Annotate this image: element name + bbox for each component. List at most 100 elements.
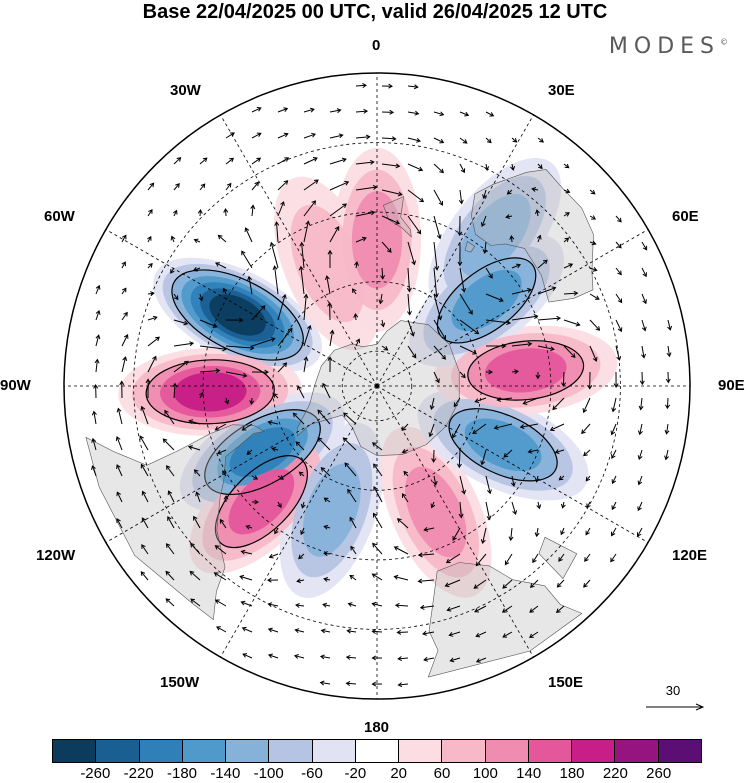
wind-vector-head [489, 112, 495, 117]
wind-vector-head [512, 510, 518, 516]
meridian-line [376, 385, 534, 658]
wind-vector [523, 397, 539, 405]
wind-vector [141, 406, 149, 425]
wind-vector [422, 631, 435, 635]
wind-vector [269, 553, 279, 558]
wind-vector-head [532, 558, 537, 564]
wind-vector [583, 579, 591, 588]
wind-vector [610, 553, 617, 562]
wind-vector-head [274, 221, 280, 226]
wind-vector [116, 436, 123, 451]
wind-vector-head [338, 133, 344, 139]
wind-vector [381, 319, 384, 327]
wind-vector-head [638, 405, 644, 411]
wind-vector [528, 449, 539, 453]
wind-vector [173, 383, 176, 399]
wind-vector-head [403, 470, 409, 476]
map-title: Base 22/04/2025 00 UTC, valid 26/04/2025… [142, 1, 608, 23]
lon-label-60e: 60E [672, 208, 699, 225]
wind-vector [666, 397, 669, 409]
wind-vector-head [617, 270, 622, 276]
wind-vector-head [664, 429, 670, 435]
wind-vector-head [187, 445, 193, 450]
wind-vector [447, 605, 461, 611]
wind-vector [303, 294, 307, 321]
wind-vector-head [148, 208, 153, 214]
wind-vector [251, 132, 262, 139]
wind-vector [381, 137, 396, 140]
wind-vector-head [193, 469, 199, 474]
wind-vector-head [611, 531, 616, 537]
wind-vector [407, 215, 422, 234]
wind-vector-head [319, 654, 325, 660]
wind-vector-head [592, 356, 598, 362]
wind-vector [147, 356, 157, 373]
wind-vector-head [538, 164, 543, 170]
wind-vector-head [334, 225, 340, 231]
wind-vector-head [279, 475, 285, 480]
wind-vector [372, 603, 383, 607]
wind-vector-head [591, 215, 597, 220]
wind-vector-head [249, 345, 255, 351]
colorbar-tick-label: 220 [602, 765, 628, 782]
wind-vector-head [140, 571, 146, 576]
wind-vector [241, 550, 253, 555]
wind-vector [666, 423, 669, 434]
wind-vector [511, 163, 514, 171]
wind-vector [297, 385, 305, 399]
wind-vector-head [200, 183, 206, 189]
wind-vector [173, 293, 179, 300]
wind-vector [194, 469, 201, 477]
wind-vector [485, 267, 493, 279]
wind-vector [199, 157, 208, 165]
wind-vector-head [371, 655, 377, 661]
wind-vector-head [183, 320, 189, 326]
wind-vector [418, 553, 435, 556]
wind-vector [641, 345, 645, 358]
wind-vector-head [123, 334, 129, 339]
wind-vector-head [565, 188, 571, 194]
wind-vector-head [122, 356, 128, 362]
colorbar-swatch [442, 740, 486, 762]
wind-vector-head [533, 314, 539, 319]
south-pole-marker [375, 384, 379, 388]
latitude-circle [202, 211, 552, 561]
wind-vector-head [370, 210, 376, 216]
wind-vector [615, 345, 620, 361]
wind-vector-head [149, 182, 155, 188]
wind-vector-head [292, 412, 298, 418]
wind-vector-head [560, 530, 565, 536]
wind-vector [537, 163, 543, 169]
wind-vector-head [215, 368, 221, 374]
wind-vector [215, 262, 227, 269]
wind-vector-head [148, 263, 153, 268]
wind-vector-head [482, 194, 487, 200]
wind-vector [537, 259, 548, 269]
anomaly-contour-fill [302, 463, 361, 557]
colorbar-tick-label: -100 [253, 765, 284, 782]
wind-vector [321, 629, 331, 633]
colorbar-swatch [528, 740, 573, 762]
wind-vector-head [514, 369, 519, 375]
wind-vector [589, 345, 597, 362]
wind-vector-head [116, 407, 122, 413]
wind-vector-head [327, 249, 333, 255]
wind-vector-head [394, 602, 400, 608]
wind-vector [397, 631, 409, 633]
wind-vector [300, 527, 305, 535]
wind-vector-head [488, 369, 493, 375]
wind-vector [667, 345, 670, 357]
wind-vector-head [344, 462, 350, 468]
wind-vector [303, 325, 311, 347]
wind-vector [433, 267, 438, 298]
wind-vector [529, 631, 539, 638]
wind-vector-head [445, 558, 451, 564]
wind-vector-head [419, 604, 425, 610]
wind-vector-head [173, 295, 179, 301]
wind-vector [506, 215, 513, 218]
meridian-line [376, 385, 649, 543]
wind-vector-head [452, 433, 457, 439]
wind-vector [433, 293, 442, 320]
wind-vector [93, 411, 97, 425]
